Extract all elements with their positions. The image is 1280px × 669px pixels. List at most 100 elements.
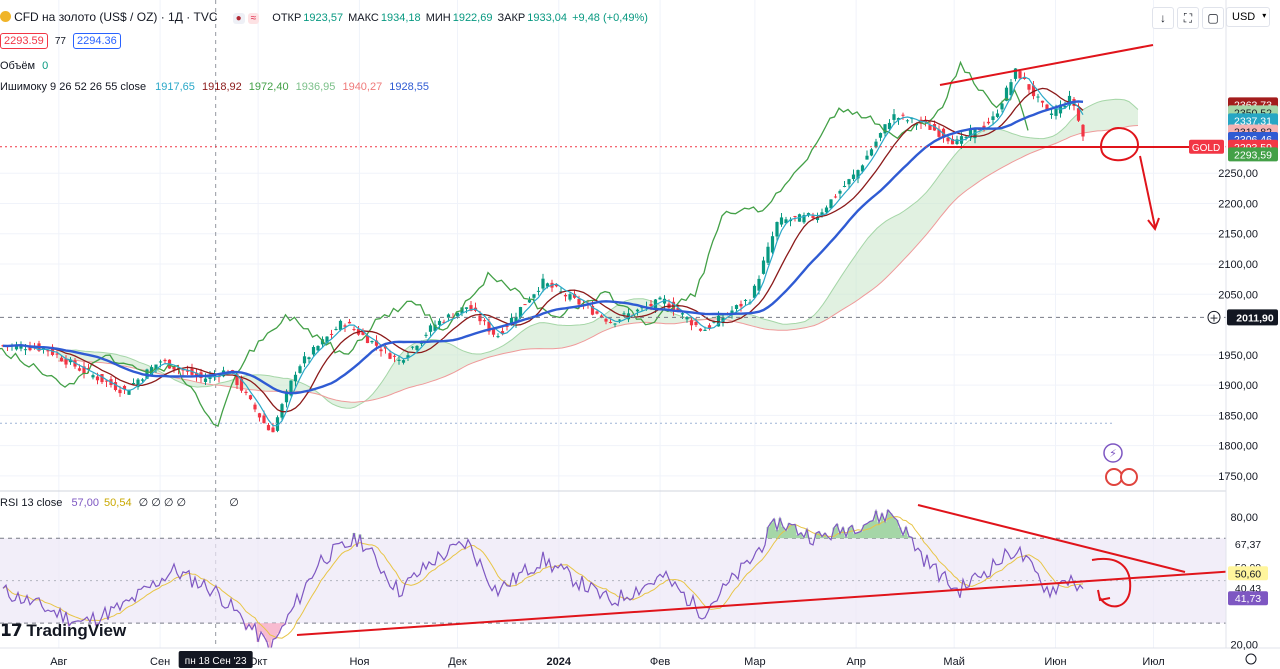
rsi-trendline-top xyxy=(917,504,1186,573)
rsi-value-label: 67,37 xyxy=(1235,539,1261,551)
rsi-legend[interactable]: RSI 13 close 57,00 50,54 ∅ ∅ ∅ ∅ ∅ xyxy=(0,496,239,509)
price-tick-label: 2150,00 xyxy=(1218,229,1258,241)
candle-body xyxy=(950,139,955,145)
crosshair-date-label: пн 18 Сен '23 xyxy=(185,656,247,667)
time-tick-label: Сен xyxy=(150,656,170,668)
rsi-label: RSI 13 close xyxy=(0,497,63,509)
candle-body xyxy=(896,118,901,120)
candle-body xyxy=(613,323,617,325)
lagging-span-line xyxy=(0,60,1029,427)
candle-body xyxy=(136,379,140,388)
candle-body xyxy=(662,298,667,304)
candle-body xyxy=(649,303,653,307)
candle-body xyxy=(986,121,991,124)
price-tick-label: 1750,00 xyxy=(1218,471,1258,483)
volume-legend[interactable]: Объём 0 xyxy=(0,60,48,72)
ohlc-values: ОТКР 1923,57 МАКС 1934,18 МИН 1922,69 ЗАКР 1… xyxy=(272,12,650,24)
candle-body xyxy=(806,213,811,216)
tv-logo-icon: 𝟭𝟳 xyxy=(0,621,23,640)
candle-body xyxy=(289,380,293,396)
candle-body xyxy=(140,379,145,381)
candle-body xyxy=(482,320,487,322)
time-tick-label: Окт xyxy=(249,656,268,668)
candle-body xyxy=(1000,103,1004,110)
rsi-line xyxy=(2,508,1084,655)
rsi-value-tag xyxy=(1228,566,1268,581)
tradingview-logo[interactable]: 𝟭𝟳 TradingView xyxy=(0,621,126,641)
candle-body xyxy=(811,215,815,218)
candle-body xyxy=(455,312,460,317)
candle-body xyxy=(968,129,973,138)
candle-body xyxy=(334,329,338,331)
rsi-ma-value: 50,54 xyxy=(104,497,132,509)
volume-label: Объём xyxy=(0,60,36,72)
symbol-title: CFD на золото (US$ / OZ) · 1Д · TVC xyxy=(14,10,218,24)
candle-body xyxy=(842,185,847,187)
ichimoku-value-6: 1928,55 xyxy=(389,81,430,93)
crosshair-date-tag xyxy=(178,651,253,668)
crosshair-price-label: 2011,90 xyxy=(1236,312,1274,324)
bid-button[interactable]: 2293.59 xyxy=(0,33,48,49)
candle-body xyxy=(541,278,545,289)
symbol-legend[interactable]: CFD на золото (US$ / OZ) · 1Д · TVC ● ≈ … xyxy=(0,10,650,24)
maximize-icon[interactable]: ⛶ xyxy=(1177,7,1199,29)
compare-icon[interactable]: ≈ xyxy=(247,13,260,24)
candle-body xyxy=(19,344,23,349)
candle-body xyxy=(392,355,397,357)
candle-body xyxy=(617,319,622,321)
candle-body xyxy=(595,311,599,314)
candle-body xyxy=(464,307,469,309)
candle-body xyxy=(460,307,464,314)
candle-body xyxy=(163,359,167,362)
candle-body xyxy=(77,368,82,371)
candle-body xyxy=(1013,68,1018,79)
candle-body xyxy=(1018,71,1022,79)
candle-body xyxy=(914,123,919,126)
currency-select[interactable]: USD ▾ xyxy=(1226,7,1271,27)
candle-body xyxy=(716,315,721,327)
price-tag xyxy=(1228,147,1278,162)
candle-body xyxy=(694,321,698,326)
candle-body xyxy=(689,320,694,326)
candle-body xyxy=(1045,104,1049,110)
candle-body xyxy=(608,321,613,323)
candle-body xyxy=(707,325,712,329)
candle-body xyxy=(887,122,892,130)
arrow-down-icon[interactable]: ↓ xyxy=(1152,7,1174,29)
candle-body xyxy=(856,170,860,179)
ichimoku-legend[interactable]: Ишимоку 9 26 52 26 55 close 1917,65 1918… xyxy=(0,81,429,93)
candle-body xyxy=(397,359,401,361)
rsi-tick-label: 80,00 xyxy=(1230,512,1258,524)
ask-button[interactable]: 2294.36 xyxy=(73,33,121,49)
restore-icon[interactable]: ▢ xyxy=(1202,7,1224,29)
high-value: 1934,18 xyxy=(380,12,421,24)
conversion-line xyxy=(2,76,1084,427)
close-label: ЗАКР xyxy=(497,12,526,24)
candle-body xyxy=(437,320,442,325)
candle-body xyxy=(824,207,829,213)
visibility-icon[interactable]: ● xyxy=(232,13,245,24)
candle-body xyxy=(293,374,298,382)
arrow-down-head xyxy=(1147,217,1160,232)
candle-body xyxy=(1,345,5,347)
candle-body xyxy=(82,366,86,374)
candle-body xyxy=(860,165,865,172)
change-value: +9,48 (+0,49%) xyxy=(572,12,648,24)
candle-body xyxy=(788,219,793,222)
high-label: МАКС xyxy=(348,12,379,24)
candle-body xyxy=(635,309,640,312)
candle-body xyxy=(865,155,869,160)
plus-icon xyxy=(1207,310,1221,324)
candle-body xyxy=(784,219,788,224)
candle-body xyxy=(478,315,482,322)
candle-body xyxy=(338,320,343,330)
candle-body xyxy=(838,190,842,194)
candle-body xyxy=(172,366,176,370)
candle-body xyxy=(239,378,244,391)
candle-body xyxy=(352,328,356,330)
candle-body xyxy=(523,304,527,306)
price-tag-label: 2337,31 xyxy=(1234,115,1272,127)
drawing-annotations[interactable] xyxy=(296,44,1280,636)
